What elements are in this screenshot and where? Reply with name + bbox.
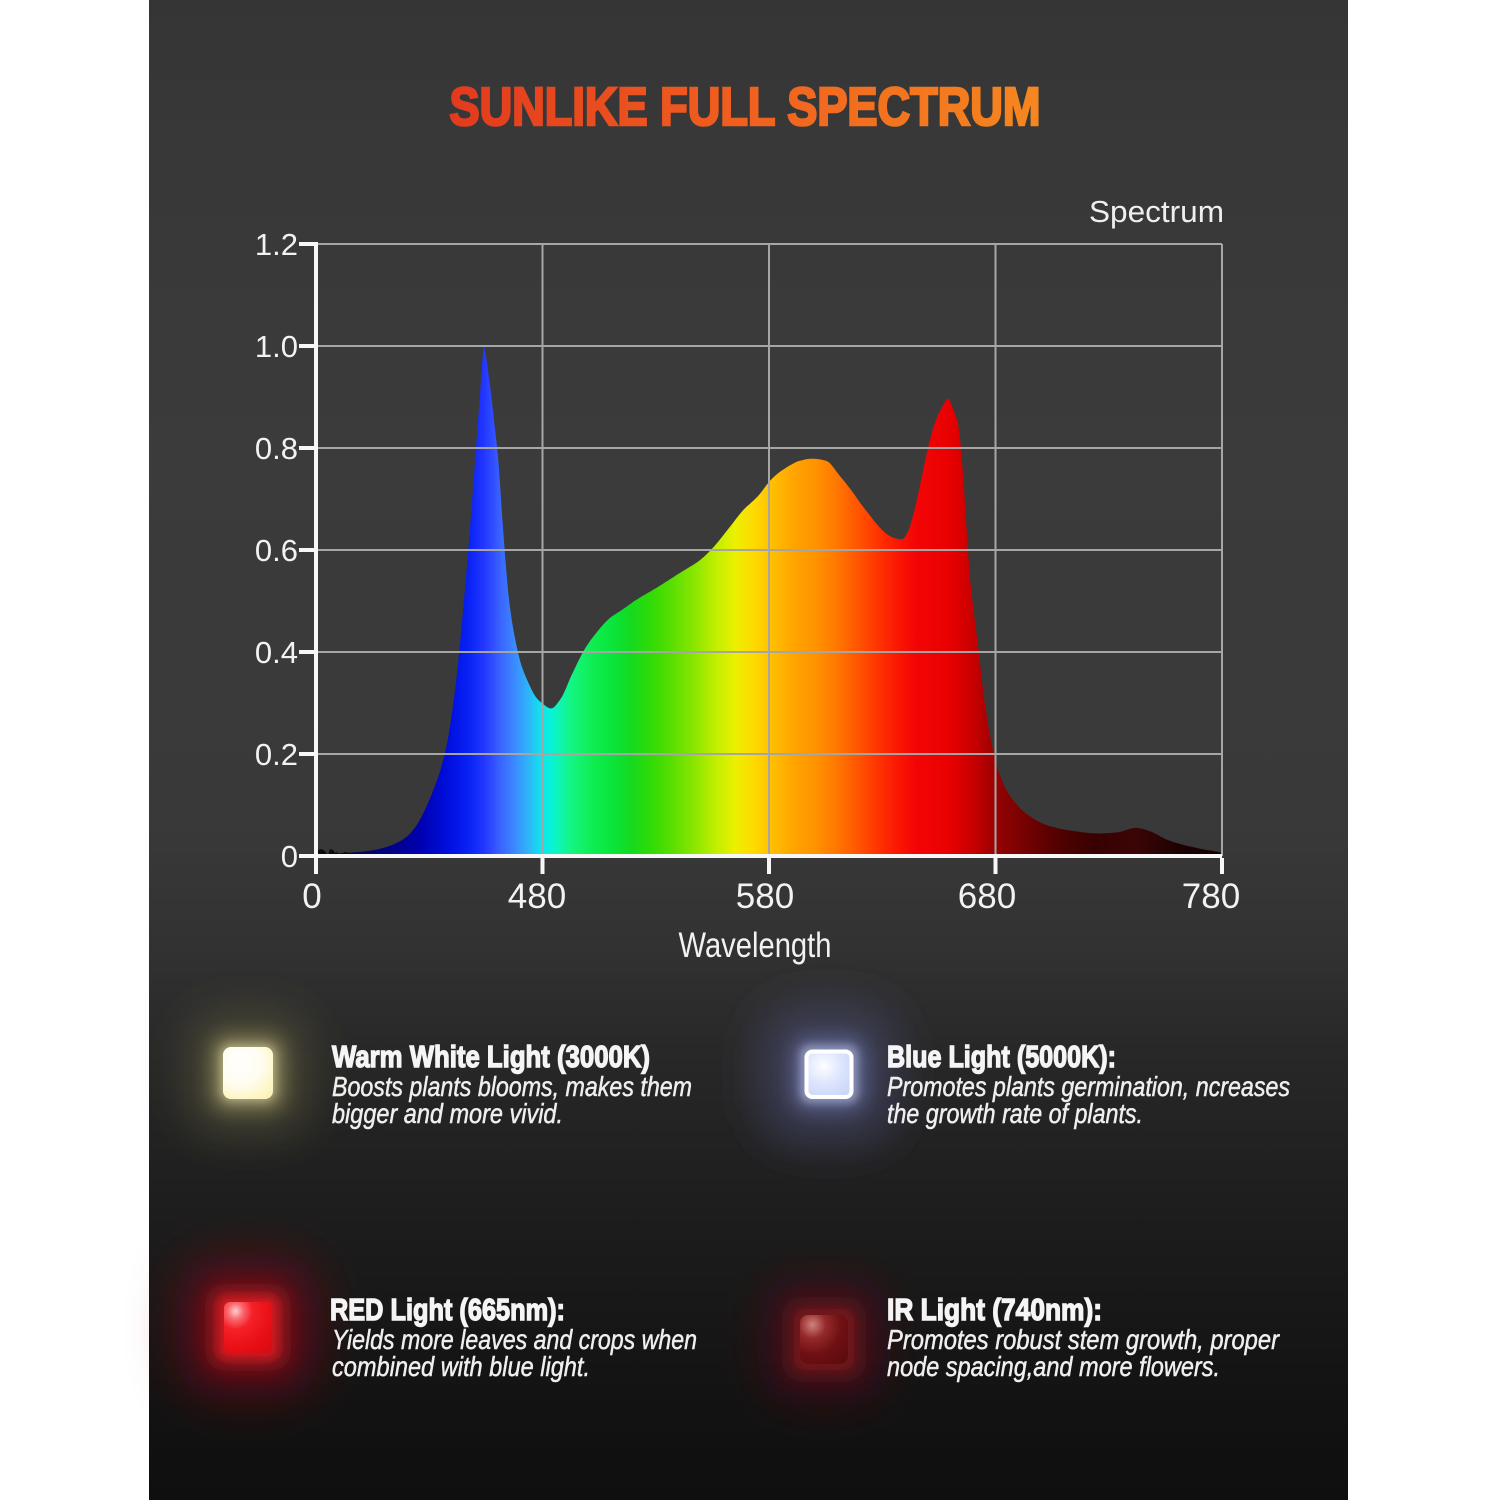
svg-text:580: 580: [736, 877, 794, 916]
svg-text:0: 0: [281, 839, 298, 874]
svg-text:Warm White Light (3000K): Warm White Light (3000K): [332, 1039, 650, 1074]
svg-text:Boosts plants blooms, makes th: Boosts plants blooms, makes them: [332, 1071, 692, 1102]
svg-text:bigger and more vivid.: bigger and more vivid.: [332, 1098, 563, 1129]
svg-text:the growth rate of plants.: the growth rate of plants.: [887, 1098, 1143, 1129]
svg-text:680: 680: [958, 877, 1016, 916]
svg-text:0.4: 0.4: [255, 635, 298, 670]
svg-text:Promotes robust stem growth, p: Promotes robust stem growth, proper: [887, 1324, 1280, 1355]
svg-text:node spacing,and more flowers.: node spacing,and more flowers.: [887, 1351, 1220, 1382]
svg-text:480: 480: [508, 877, 566, 916]
svg-text:IR Light (740nm):: IR Light (740nm):: [887, 1292, 1102, 1327]
svg-text:0.6: 0.6: [255, 533, 298, 568]
svg-text:0: 0: [302, 877, 321, 916]
svg-text:780: 780: [1182, 877, 1240, 916]
svg-text:0.2: 0.2: [255, 737, 298, 772]
svg-text:combined with blue light.: combined with blue light.: [332, 1351, 590, 1382]
svg-text:Promotes plants germination, n: Promotes plants germination, ncreases: [887, 1071, 1290, 1102]
svg-text:Yields more leaves and crops w: Yields more leaves and crops when: [332, 1324, 697, 1355]
svg-text:0.8: 0.8: [255, 431, 298, 466]
svg-text:1.2: 1.2: [255, 227, 298, 262]
svg-text:Blue Light (5000K):: Blue Light (5000K):: [887, 1039, 1116, 1074]
svg-text:Spectrum: Spectrum: [1089, 194, 1224, 229]
svg-text:RED Light (665nm):: RED Light (665nm):: [330, 1292, 565, 1327]
svg-text:Wavelength: Wavelength: [679, 926, 832, 965]
svg-text:SUNLIKE FULL SPECTRUM: SUNLIKE FULL SPECTRUM: [450, 77, 1041, 137]
svg-text:1.0: 1.0: [255, 329, 298, 364]
